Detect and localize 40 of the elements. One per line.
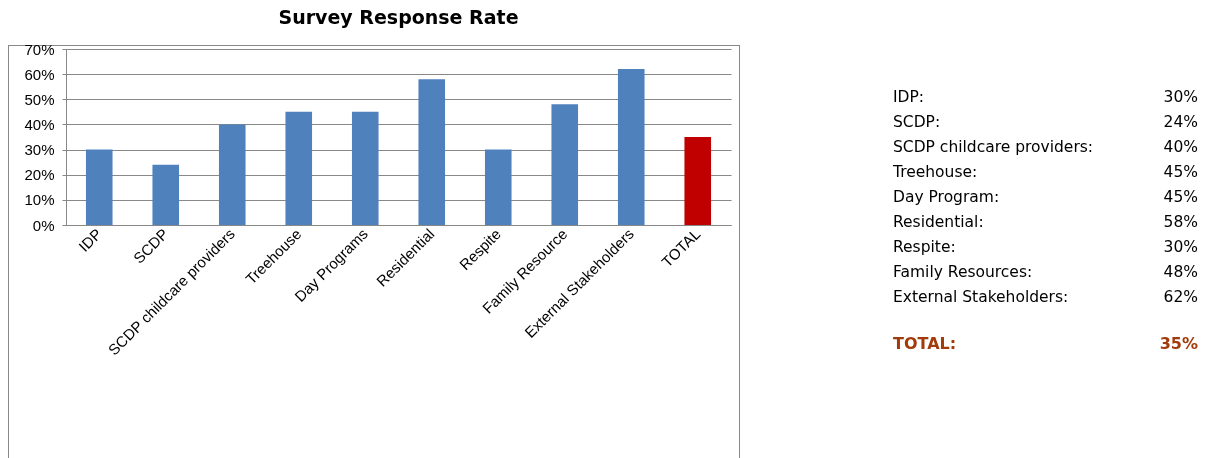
y-tick-label: 10% [24, 191, 55, 209]
text: External Stakeholders: [893, 287, 1070, 308]
chart-title: Survey Response Rate [278, 6, 519, 28]
text: SCDP childcare providers: [893, 137, 1095, 158]
text: 48% [1162, 262, 1198, 283]
text: 35% [1159, 333, 1198, 355]
y-tick-label: 40% [24, 115, 55, 133]
y-tick-label: 20% [24, 166, 55, 184]
text: Day Program: [893, 187, 1001, 208]
y-tick-label: 70% [24, 40, 55, 58]
text: 58% [1162, 212, 1198, 233]
bar [418, 79, 446, 225]
bar [218, 124, 246, 225]
text: Residential: [893, 212, 985, 233]
bar [152, 164, 180, 225]
text: Respite: [893, 237, 957, 258]
text: IDP: [893, 87, 926, 108]
bar [617, 69, 645, 225]
text: 45% [1162, 162, 1198, 183]
bar [351, 111, 379, 225]
text: 30% [1162, 87, 1198, 108]
bar [551, 104, 579, 225]
y-tick-label: 0% [32, 216, 55, 234]
y-tick-label: 50% [24, 90, 55, 108]
text: 62% [1162, 287, 1198, 308]
y-tick-label: 30% [24, 141, 55, 159]
text: TOTAL: [893, 333, 958, 355]
bar [684, 137, 712, 225]
text: SCDP: [893, 112, 942, 133]
y-tick-label: 60% [24, 65, 55, 83]
text: 24% [1162, 112, 1198, 133]
text: 40% [1162, 137, 1198, 158]
bar [484, 149, 512, 225]
text: Family Resources: [893, 262, 1034, 283]
text: Treehouse: [893, 162, 979, 183]
bar [85, 149, 113, 225]
x-tick-label: IDP [75, 225, 105, 255]
text: 45% [1162, 187, 1198, 208]
text: 30% [1162, 237, 1198, 258]
bar [285, 111, 313, 225]
